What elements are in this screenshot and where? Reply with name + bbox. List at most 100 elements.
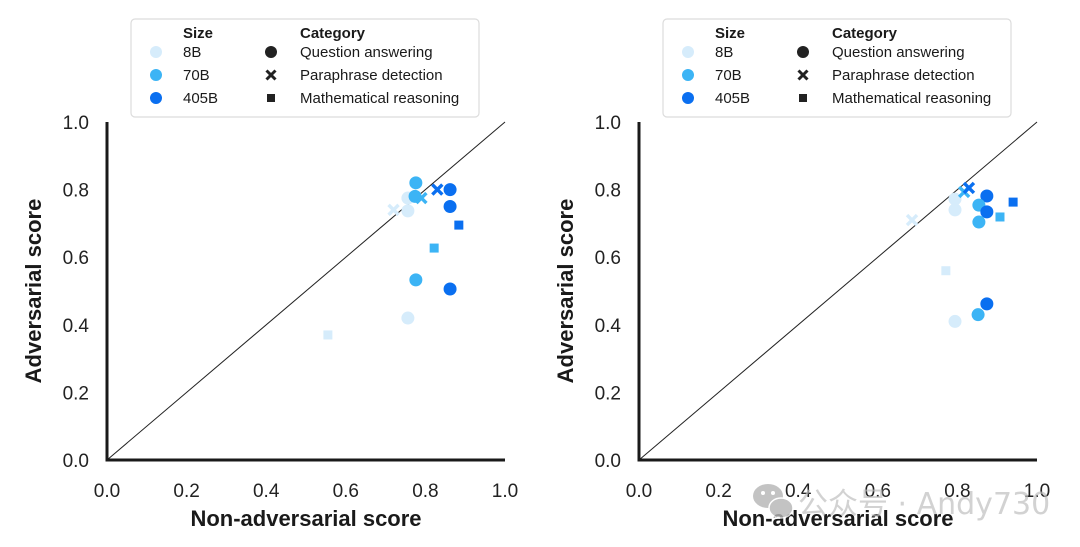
x-tick-label: 0.6 xyxy=(865,481,891,502)
x-tick-label: 0.6 xyxy=(333,481,359,502)
legend-category-title: Category xyxy=(300,25,366,42)
x-tick-label: 0.4 xyxy=(253,481,280,502)
data-point xyxy=(454,220,464,230)
data-point xyxy=(387,203,400,217)
x-tick-label: 0.2 xyxy=(705,481,731,502)
legend-size-swatch xyxy=(150,46,162,58)
legend-size-label: 70B xyxy=(715,67,742,84)
data-point xyxy=(995,212,1005,222)
data-point xyxy=(980,205,994,219)
y-axis-label: Adversarial score xyxy=(553,199,578,384)
legend-size-label: 405B xyxy=(715,90,750,107)
legend-size-label: 8B xyxy=(183,44,201,61)
legend-category-label: Paraphrase detection xyxy=(832,67,975,84)
legend-cross-marker-icon xyxy=(797,69,809,81)
data-point xyxy=(941,266,951,276)
y-tick-label: 1.0 xyxy=(63,113,89,134)
scatter-panel-1: 0.0 0.2 0.4 0.6 0.8 1.0 0.0 0.2 0.4 0.6 0.8 1.0 Non-… xyxy=(21,18,518,531)
y-tick-label: 0.0 xyxy=(595,451,621,472)
legend-circle-marker-icon xyxy=(265,46,277,58)
legend-size-swatch xyxy=(682,46,694,58)
legend-box xyxy=(130,18,480,118)
legend-size-title: Size xyxy=(715,25,745,42)
legend-cross-marker-icon xyxy=(265,69,277,81)
legend-square-marker-icon xyxy=(799,94,807,102)
x-tick-label: 0.4 xyxy=(785,481,812,502)
identity-line xyxy=(106,121,506,461)
x-tick-label: 0.8 xyxy=(944,481,970,502)
legend-circle-marker-icon xyxy=(797,46,809,58)
wechat-eye xyxy=(761,491,765,495)
data-point xyxy=(415,191,428,205)
y-tick-label: 0.2 xyxy=(595,383,621,404)
identity-line xyxy=(638,121,1038,461)
wechat-bubble-small xyxy=(768,497,794,519)
legend-box xyxy=(662,18,1012,118)
data-point xyxy=(980,297,994,311)
y-tick-label: 0.6 xyxy=(595,248,621,269)
data-point xyxy=(443,282,457,296)
wechat-eye xyxy=(771,491,775,495)
x-tick-label: 1.0 xyxy=(1024,481,1050,502)
legend: Size Category 8B 70B 405B Question answering P… xyxy=(662,18,1012,118)
legend-size-swatch xyxy=(682,92,694,104)
data-point-stroke xyxy=(905,213,919,227)
x-tick-label: 0.8 xyxy=(412,481,438,502)
x-tick-label: 1.0 xyxy=(492,481,518,502)
legend: Size Category 8B 70B 405B Question answering P… xyxy=(130,18,480,118)
data-point xyxy=(948,203,962,217)
data-point-stroke xyxy=(415,191,428,205)
data-point xyxy=(962,181,976,195)
y-tick-label: 0.8 xyxy=(63,181,89,202)
data-point-stroke xyxy=(962,181,976,195)
data-point xyxy=(948,314,962,328)
x-tick-label: 0.0 xyxy=(94,481,120,502)
data-point xyxy=(1008,197,1018,207)
legend-size-swatch xyxy=(150,69,162,81)
data-point xyxy=(409,176,423,190)
data-point xyxy=(971,308,985,322)
legend-size-label: 405B xyxy=(183,90,218,107)
scatter-panel-2: 0.0 0.2 0.4 0.6 0.8 1.0 0.0 0.2 0.4 0.6 0.8 1.0 Non-… xyxy=(553,18,1050,531)
legend-size-title: Size xyxy=(183,25,213,42)
legend-size-swatch xyxy=(682,69,694,81)
data-points xyxy=(323,176,464,340)
y-tick-label: 0.8 xyxy=(595,181,621,202)
data-point xyxy=(323,330,333,340)
wechat-icon xyxy=(753,484,794,519)
legend-category-label: Mathematical reasoning xyxy=(832,90,991,107)
legend-category-label: Paraphrase detection xyxy=(300,67,443,84)
legend-category-title: Category xyxy=(832,25,898,42)
legend-size-label: 70B xyxy=(183,67,210,84)
legend-category-label: Question answering xyxy=(832,44,965,61)
legend-category-label: Mathematical reasoning xyxy=(300,90,459,107)
x-axis-label: Non-adversarial score xyxy=(722,506,953,531)
y-tick-label: 1.0 xyxy=(595,113,621,134)
legend-size-swatch xyxy=(150,92,162,104)
watermark: 公众号 · Andy730 xyxy=(753,484,1050,522)
data-point xyxy=(409,273,423,287)
data-point-stroke xyxy=(387,203,400,217)
data-point xyxy=(429,243,439,253)
data-point xyxy=(401,311,415,325)
data-point-stroke xyxy=(431,183,444,196)
legend-category-label: Question answering xyxy=(300,44,433,61)
data-point xyxy=(972,215,986,229)
data-point xyxy=(443,183,457,197)
y-tick-label: 0.4 xyxy=(63,316,90,337)
y-tick-label: 0.0 xyxy=(63,451,89,472)
data-point xyxy=(980,189,994,203)
data-points xyxy=(905,181,1018,328)
x-tick-label: 0.2 xyxy=(173,481,199,502)
y-tick-label: 0.4 xyxy=(595,316,622,337)
data-point xyxy=(905,213,919,227)
x-tick-label: 0.0 xyxy=(626,481,652,502)
data-point xyxy=(431,183,444,196)
legend-square-marker-icon xyxy=(267,94,275,102)
y-tick-label: 0.2 xyxy=(63,383,89,404)
legend-size-label: 8B xyxy=(715,44,733,61)
data-point xyxy=(401,204,415,218)
watermark-text: 公众号 · Andy730 xyxy=(798,487,1050,522)
y-axis-label: Adversarial score xyxy=(21,199,46,384)
